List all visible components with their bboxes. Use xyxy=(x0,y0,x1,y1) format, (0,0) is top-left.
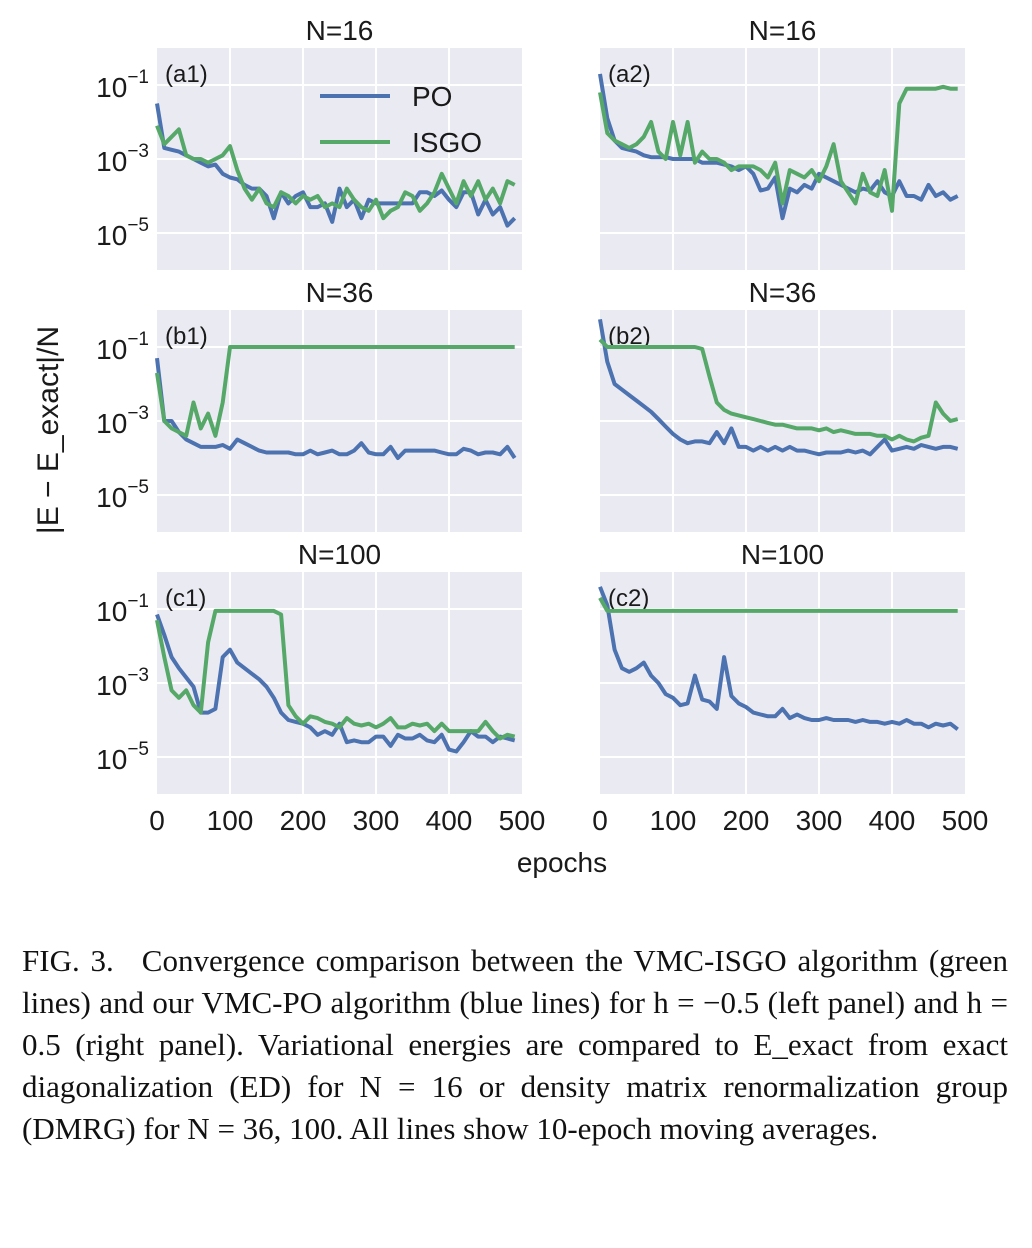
y-tick-label: 10−1 xyxy=(96,591,149,627)
panel-title: N=36 xyxy=(749,277,817,308)
series-line-isgo xyxy=(155,345,515,438)
x-tick-label: 0 xyxy=(149,805,165,836)
x-tick-label: 200 xyxy=(723,805,770,836)
caption-text: Convergence comparison between the VMC-I… xyxy=(22,943,1009,1146)
x-tick-label: 500 xyxy=(499,805,546,836)
legend-label-isgo: ISGO xyxy=(412,127,482,158)
x-tick-label: 100 xyxy=(207,805,254,836)
caption-label: FIG. 3. xyxy=(22,943,114,978)
y-tick-label: 10−1 xyxy=(96,67,149,103)
series-line-po xyxy=(598,318,959,457)
panel-label: (a1) xyxy=(165,61,208,88)
panel-title: N=16 xyxy=(749,15,817,46)
x-tick-label: 100 xyxy=(650,805,697,836)
panel-b2: N=36(b2) xyxy=(598,277,965,532)
panel-title: N=16 xyxy=(306,15,374,46)
x-tick-label: 400 xyxy=(869,805,916,836)
series-line-isgo xyxy=(155,608,516,741)
x-tick-label: 500 xyxy=(942,805,989,836)
y-tick-label: 10−5 xyxy=(96,739,149,775)
y-tick-label: 10−1 xyxy=(96,329,149,365)
y-tick-label: 10−3 xyxy=(96,141,149,177)
y-tick-label: 10−3 xyxy=(96,403,149,439)
series-line-isgo xyxy=(598,84,958,213)
series-line-po xyxy=(598,73,959,221)
panel-title: N=36 xyxy=(306,277,374,308)
panel-c1: N=100 (c1) 10−1 10−3 10−50 100 200 300 400 500 xyxy=(96,539,545,836)
legend: PO ISGO xyxy=(320,81,482,158)
figure: N=16(a1)10−110−310−5POISGON=16(a2)N=36(b… xyxy=(32,15,988,878)
series-line-isgo xyxy=(598,338,959,444)
panel-a1: N=16 (a1) 10−1 10−3 10−5 PO ISGO xyxy=(96,15,522,270)
y-tick-label: 10−3 xyxy=(96,665,149,701)
x-tick-label: 300 xyxy=(353,805,400,836)
figure-caption: FIG. 3. Convergence comparison between th… xyxy=(22,940,1008,1150)
panel-label: (c2) xyxy=(608,585,649,612)
y-tick-label: 10−5 xyxy=(96,477,149,513)
series-line-po xyxy=(155,613,516,754)
series-line-isgo xyxy=(155,124,516,221)
x-axis-label: epochs xyxy=(517,847,607,878)
panel-label: (a2) xyxy=(608,61,651,88)
series-line-po xyxy=(598,586,959,731)
series-line-isgo xyxy=(598,596,958,613)
panel-title: N=100 xyxy=(298,539,381,570)
x-tick-label: 200 xyxy=(280,805,327,836)
x-tick-label: 0 xyxy=(592,805,608,836)
x-tick-label: 300 xyxy=(796,805,843,836)
panel-b1: N=36 (b1) 10−1 10−3 10−5 xyxy=(96,277,522,532)
y-tick-label: 10−5 xyxy=(96,215,149,251)
panel-label: (c1) xyxy=(165,585,206,612)
panel-label: (b1) xyxy=(165,323,208,350)
panel-a2: N=16 (a2) xyxy=(598,15,965,270)
x-tick-label: 400 xyxy=(426,805,473,836)
series-line-po xyxy=(155,357,517,460)
legend-label-po: PO xyxy=(412,81,452,112)
panel-title: N=100 xyxy=(741,539,824,570)
y-axis-label: |E − E_exact|/N xyxy=(32,326,65,534)
panel-c2: N=100 (c2) 0 100 200 300 400 500 xyxy=(592,539,988,836)
